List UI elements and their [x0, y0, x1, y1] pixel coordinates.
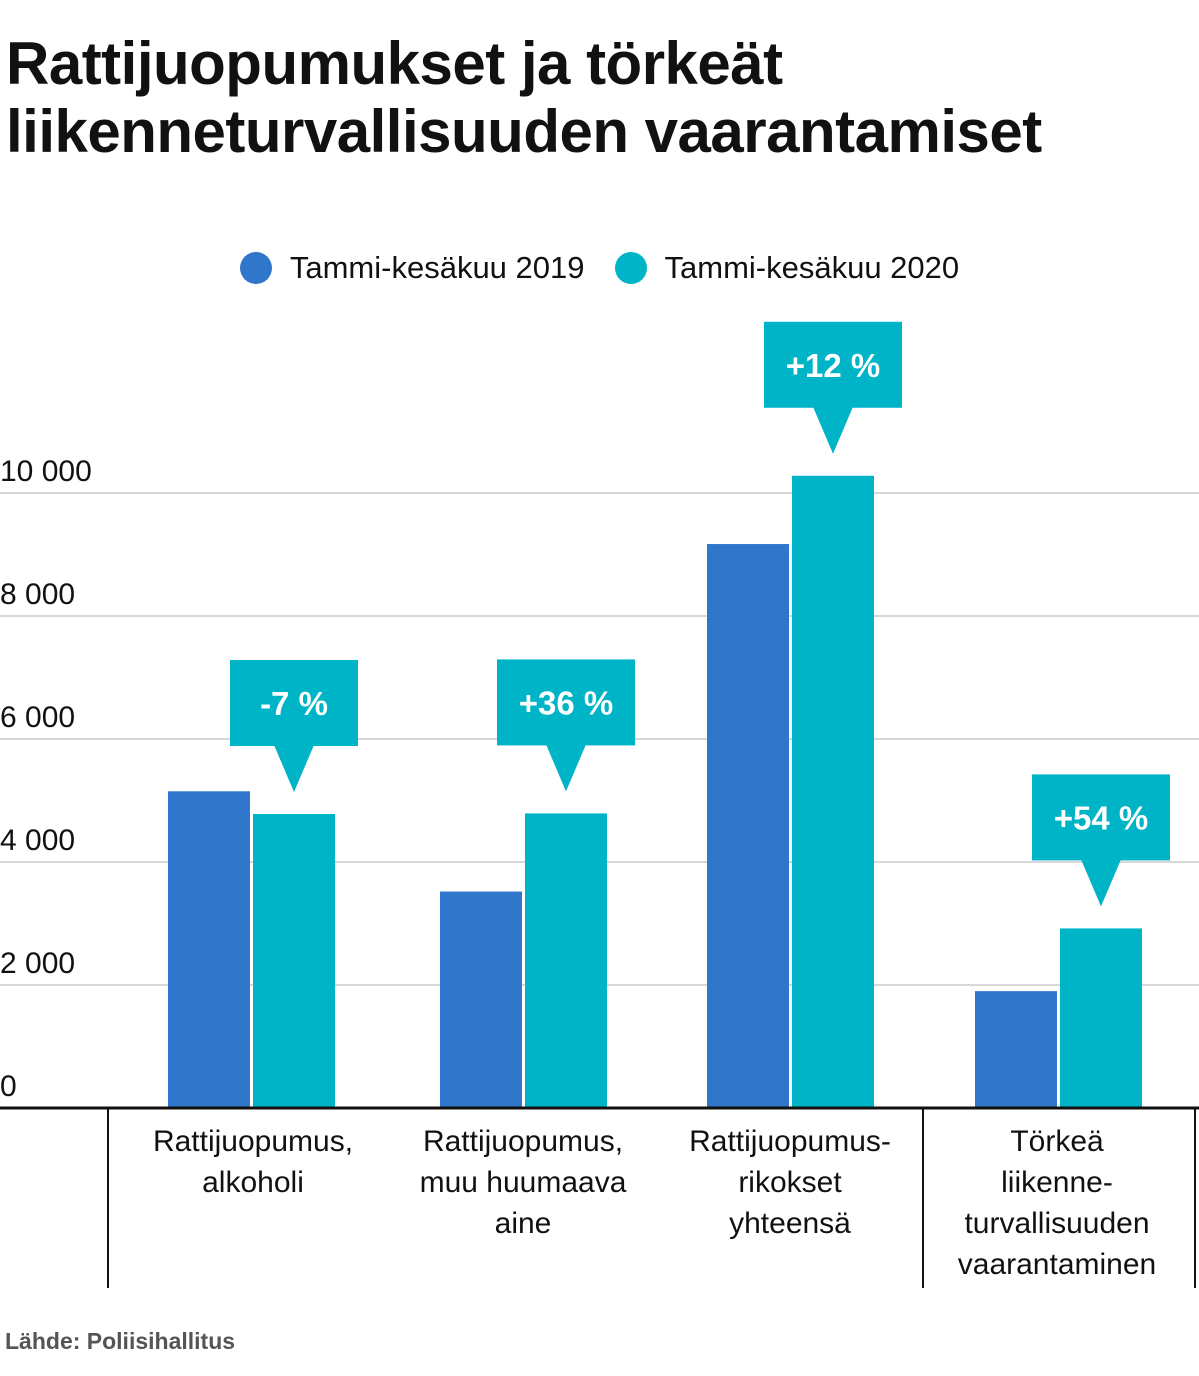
bar-2019-2 — [707, 544, 789, 1108]
y-tick-label: 6 000 — [0, 701, 75, 734]
title-line-2: liikenneturvallisuuden vaarantamiset — [6, 98, 1042, 165]
callout-box-1 — [497, 659, 635, 746]
callout-box-0 — [230, 660, 358, 747]
legend-item-2020: Tammi-kesäkuu 2020 — [614, 250, 960, 286]
category-label-3-1: liikenne- — [1001, 1166, 1113, 1199]
bar-2020-2 — [792, 475, 874, 1108]
y-tick-label: 8 000 — [0, 578, 75, 611]
category-label-1-0: Rattijuopumus, — [423, 1125, 623, 1158]
bar-2020-0 — [253, 814, 335, 1108]
callout-box-3 — [1032, 774, 1170, 861]
category-label-0-1: alkoholi — [202, 1166, 304, 1199]
callout-pointer-3 — [1081, 859, 1121, 907]
legend-label-2019: Tammi-kesäkuu 2019 — [289, 250, 585, 285]
title-line-1: Rattijuopumukset ja törkeät — [6, 30, 783, 97]
legend-dot-2019 — [239, 252, 272, 284]
legend-dot-2020 — [614, 252, 647, 284]
y-tick-label: 10 000 — [0, 455, 92, 488]
category-label-3-2: turvallisuuden — [964, 1207, 1149, 1240]
category-label-1-1: muu huumaava — [420, 1166, 627, 1199]
category-label-3-0: Törkeä — [1010, 1125, 1104, 1158]
category-label-2-0: Rattijuopumus- — [689, 1125, 891, 1158]
callout-box-2 — [764, 321, 902, 408]
legend: Tammi-kesäkuu 2019 Tammi-kesäkuu 2020 — [0, 250, 1199, 286]
source-note: Lähde: Poliisihallitus — [5, 1328, 236, 1354]
category-label-2-1: rikokset — [738, 1166, 842, 1199]
callout-pointer-1 — [546, 744, 586, 792]
change-label-3: +54 % — [1054, 799, 1149, 836]
callout-pointer-0 — [274, 745, 314, 793]
change-label-0: -7 % — [260, 685, 328, 722]
y-tick-label: 4 000 — [0, 824, 75, 857]
legend-label-2020: Tammi-kesäkuu 2020 — [664, 250, 960, 285]
bar-2019-1 — [440, 891, 522, 1108]
chart-title: Rattijuopumukset ja törkeät liikenneturv… — [6, 30, 1196, 166]
callout-pointer-2 — [813, 406, 853, 454]
y-tick-label: 0 — [0, 1070, 17, 1103]
bar-2020-1 — [525, 813, 607, 1108]
legend-item-2019: Tammi-kesäkuu 2019 — [239, 250, 585, 286]
category-label-0-0: Rattijuopumus, — [153, 1125, 353, 1158]
change-label-1: +36 % — [519, 684, 614, 721]
change-label-2: +12 % — [786, 347, 881, 384]
bar-2019-0 — [168, 791, 250, 1108]
category-label-3-3: vaarantaminen — [958, 1248, 1156, 1281]
category-label-1-2: aine — [495, 1207, 552, 1240]
category-label-2-2: yhteensä — [729, 1207, 851, 1240]
bar-2019-3 — [975, 991, 1057, 1108]
bar-2020-3 — [1060, 928, 1142, 1108]
y-tick-label: 2 000 — [0, 947, 75, 980]
